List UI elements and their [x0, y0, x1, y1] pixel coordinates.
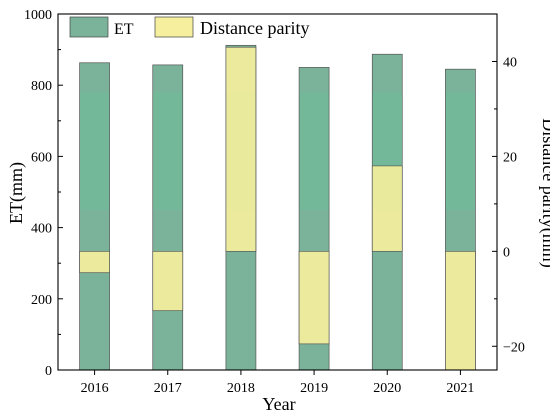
legend: ET Distance parity: [69, 16, 309, 38]
et-bar-band-2016: [80, 92, 110, 210]
et-bar-band-2021: [445, 92, 475, 210]
legend-label-et: ET: [114, 21, 134, 38]
y-tick-label-800: 800: [31, 79, 52, 94]
x-tick-label-2019: 2019: [300, 381, 328, 396]
legend-swatch-distance-parity: [154, 16, 194, 38]
et-bar-band-2019: [299, 92, 329, 210]
bars-layer: [79, 44, 476, 371]
axes-layer: 2016 2017 2018 2019 2020 20210200400600800100…: [24, 8, 525, 396]
x-tick-label-2016: 2016: [81, 381, 109, 396]
y2-tick-label--20: −20: [503, 340, 525, 355]
y-tick-label-1000: 1000: [24, 8, 52, 23]
y-axis-title: ET(mm): [6, 162, 27, 224]
et-bar-2016: [79, 62, 110, 371]
distance-parity-bar-2019: [298, 250, 330, 345]
plot-frame: [57, 13, 498, 371]
y-tick-label-200: 200: [31, 293, 52, 308]
et-bar-2017: [152, 64, 184, 371]
x-tick-label-2017: 2017: [154, 381, 182, 396]
y-tick-label-400: 400: [31, 222, 52, 237]
x-tick-label-2020: 2020: [373, 381, 401, 396]
y-tick-label-600: 600: [31, 150, 52, 165]
y2-tick-label-40: 40: [503, 55, 517, 70]
y2-tick-label-0: 0: [503, 245, 510, 260]
distance-parity-bar-2021: [445, 250, 476, 371]
legend-label-distance-parity: Distance parity: [200, 18, 309, 38]
x-axis-title: Year: [262, 394, 295, 414]
y2-tick-label-20: 20: [503, 150, 517, 165]
distance-parity-bar-2016: [79, 250, 110, 274]
et-bar-band-2017: [153, 92, 183, 210]
y2-axis-title: Distance parity(mm): [538, 118, 550, 267]
legend-swatch-et: [69, 16, 109, 38]
distance-parity-bar-2020: [371, 165, 403, 252]
x-tick-label-2021: 2021: [446, 381, 474, 396]
distance-parity-bar-2017: [152, 250, 184, 312]
y-tick-label-0: 0: [45, 364, 52, 379]
distance-parity-bar-2018: [225, 46, 257, 252]
x-tick-label-2018: 2018: [227, 381, 255, 396]
